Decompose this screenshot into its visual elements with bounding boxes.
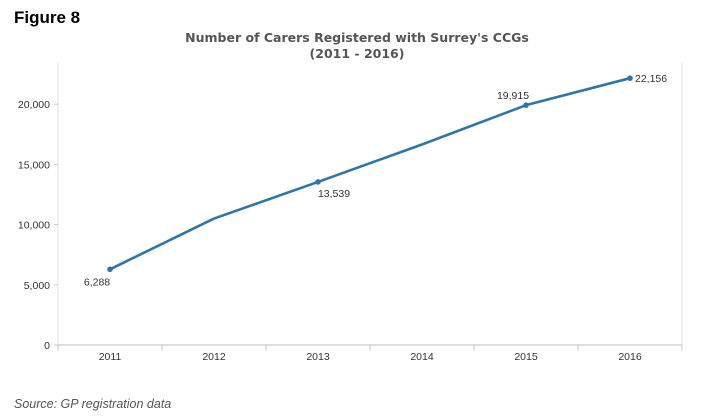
data-point — [315, 179, 321, 185]
data-label: 6,288 — [84, 276, 110, 288]
y-tick-label: 5,000 — [24, 280, 50, 292]
chart-title: Number of Carers Registered with Surrey'… — [185, 30, 529, 45]
data-label: 19,915 — [497, 90, 529, 102]
y-tick-label: 10,000 — [18, 220, 50, 232]
chart-series — [107, 75, 633, 273]
chart-subtitle: (2011 - 2016) — [309, 46, 405, 61]
chart-ticks: 0 5,000 10,000 15,000 20,000 2011 2012 2013 2014… — [18, 99, 683, 363]
y-tick-label: 15,000 — [18, 159, 50, 171]
x-tick-label: 2012 — [202, 351, 226, 363]
x-tick-label: 2011 — [99, 351, 122, 363]
series-line — [108, 76, 632, 271]
data-label: 13,539 — [318, 188, 350, 200]
figure-label: Figure 8 — [14, 8, 81, 27]
y-tick-label: 0 — [44, 340, 50, 352]
x-tick-label: 2014 — [410, 351, 434, 363]
x-tick-label: 2013 — [306, 351, 330, 363]
data-point — [627, 75, 633, 81]
x-tick-label: 2015 — [514, 351, 538, 363]
data-label: 22,156 — [635, 73, 667, 85]
source-note: Source: GP registration data — [14, 397, 172, 411]
data-point — [107, 266, 113, 273]
chart-axes — [57, 62, 683, 346]
x-tick-label: 2016 — [618, 351, 642, 363]
chart-data-labels: 6,288 13,539 19,915 22,156 — [84, 73, 667, 288]
data-point — [523, 102, 529, 108]
y-tick-label: 20,000 — [18, 99, 50, 111]
